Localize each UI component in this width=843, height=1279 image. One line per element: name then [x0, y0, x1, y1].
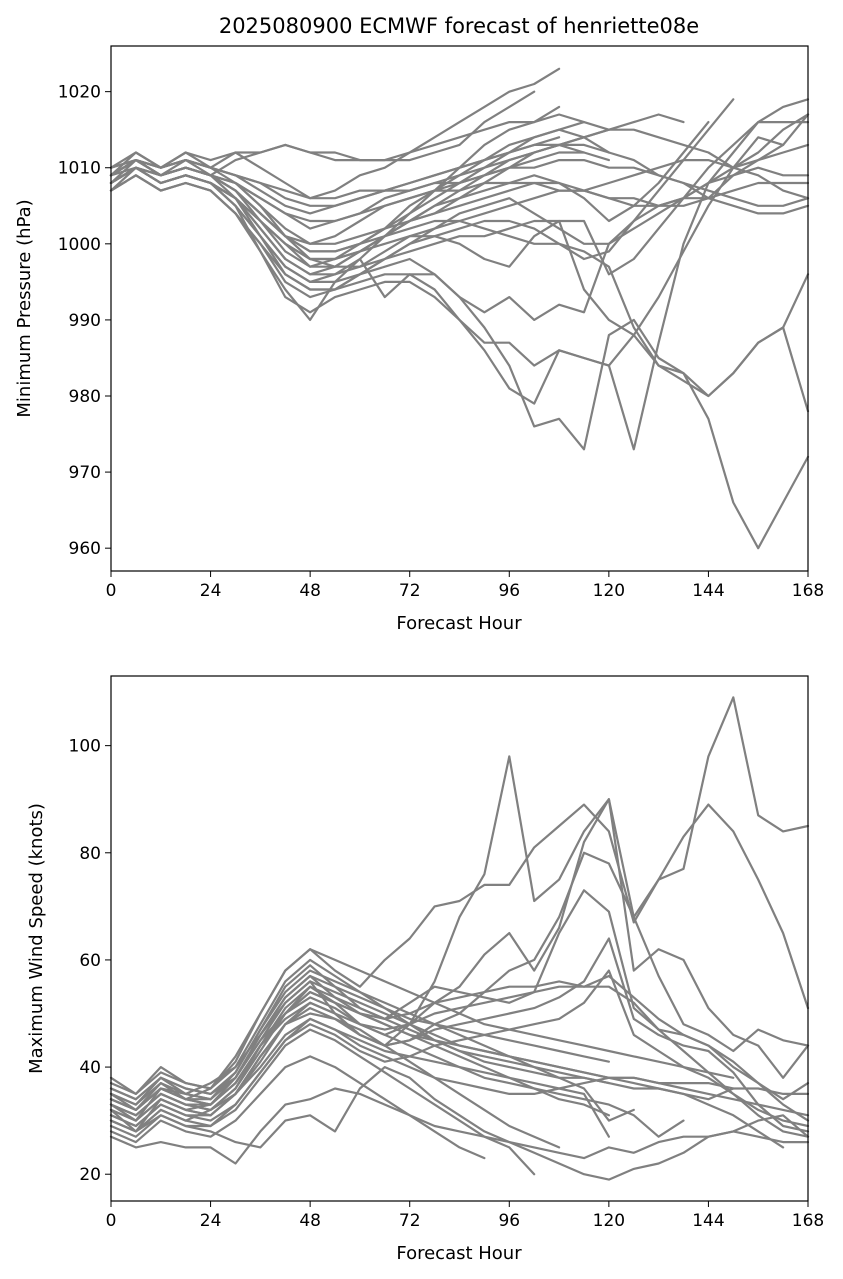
wind-y-tick-label-0: 20	[79, 1165, 101, 1185]
pressure-y-tick-label-1: 970	[69, 463, 101, 483]
wind-x-tick-label-5: 120	[593, 1211, 625, 1231]
wind-series-17	[109, 1017, 611, 1138]
pressure-series-lines	[109, 67, 810, 550]
pressure-y-tick-label-5: 1010	[58, 159, 101, 179]
wind-series-19	[109, 1006, 561, 1149]
wind-series-24	[109, 990, 810, 1117]
pressure-series-1	[109, 90, 536, 177]
wind-series-23	[109, 974, 611, 1106]
wind-y-axis-label: Maximum Wind Speed (knots)	[26, 803, 47, 1074]
pressure-y-ticks: 960 970 980 990 1000 1010 1020	[58, 83, 111, 559]
pressure-x-axis-label: Forecast Hour	[396, 613, 522, 634]
pressure-y-tick-label-6: 1020	[58, 83, 101, 103]
wind-series-2	[109, 798, 810, 1133]
wind-x-tick-label-6: 144	[692, 1211, 724, 1231]
pressure-x-ticks: 0 24 48 72 96 120 144 168	[106, 571, 824, 601]
wind-series-6	[109, 969, 810, 1138]
pressure-y-tick-label-2: 980	[69, 387, 101, 407]
wind-series-9	[109, 1065, 810, 1181]
pressure-plot-frame	[110, 45, 809, 572]
pressure-series-2	[109, 113, 611, 177]
pressure-series-23	[109, 136, 561, 207]
wind-series-18	[109, 969, 635, 1122]
pressure-x-tick-label-5: 120	[593, 581, 625, 601]
wind-x-tick-label-0: 0	[106, 1211, 117, 1231]
pressure-x-tick-label-0: 0	[106, 581, 117, 601]
pressure-x-tick-label-3: 72	[399, 581, 421, 601]
pressure-y-tick-label-3: 990	[69, 311, 101, 331]
wind-x-ticks: 0 24 48 72 96 120 144 168	[106, 1201, 824, 1231]
pressure-series-25	[109, 159, 810, 261]
wind-x-tick-label-4: 96	[498, 1211, 520, 1231]
pressure-y-tick-label-0: 960	[69, 539, 101, 559]
wind-series-lines	[109, 696, 810, 1181]
pressure-x-tick-label-6: 144	[692, 581, 724, 601]
wind-series-22	[109, 1017, 810, 1117]
pressure-x-tick-label-2: 48	[299, 581, 321, 601]
pressure-chart: 2025080900 ECMWF forecast of henriette08…	[14, 14, 824, 634]
wind-y-tick-label-2: 60	[79, 951, 101, 971]
pressure-y-axis-label: Minimum Pressure (hPa)	[14, 199, 35, 417]
wind-series-21	[109, 1055, 486, 1160]
wind-series-10	[109, 1087, 810, 1165]
wind-x-tick-label-3: 72	[399, 1211, 421, 1231]
wind-x-tick-label-2: 48	[299, 1211, 321, 1231]
wind-y-ticks: 20 40 60 80 100	[69, 737, 111, 1185]
wind-y-tick-label-1: 40	[79, 1058, 101, 1078]
pressure-series-24	[109, 113, 810, 245]
pressure-x-tick-label-4: 96	[498, 581, 520, 601]
wind-x-tick-label-1: 24	[200, 1211, 222, 1231]
wind-y-tick-label-4: 100	[69, 737, 101, 757]
wind-series-1	[109, 803, 810, 1122]
wind-series-8	[109, 964, 810, 1138]
pressure-x-tick-label-7: 168	[792, 581, 824, 601]
pressure-y-tick-label-4: 1000	[58, 235, 101, 255]
pressure-x-tick-label-1: 24	[200, 581, 222, 601]
wind-plot-frame	[110, 675, 809, 1202]
pressure-chart-title: 2025080900 ECMWF forecast of henriette08…	[219, 14, 699, 38]
pressure-series-19	[109, 98, 735, 291]
wind-x-axis-label: Forecast Hour	[396, 1243, 522, 1264]
wind-y-tick-label-3: 80	[79, 844, 101, 864]
wind-chart: 0 24 48 72 96 120 144 168 20 40 60 80 100 Forecast …	[26, 675, 824, 1264]
wind-x-tick-label-7: 168	[792, 1211, 824, 1231]
wind-series-0	[109, 696, 810, 1106]
wind-series-20	[109, 1028, 536, 1176]
